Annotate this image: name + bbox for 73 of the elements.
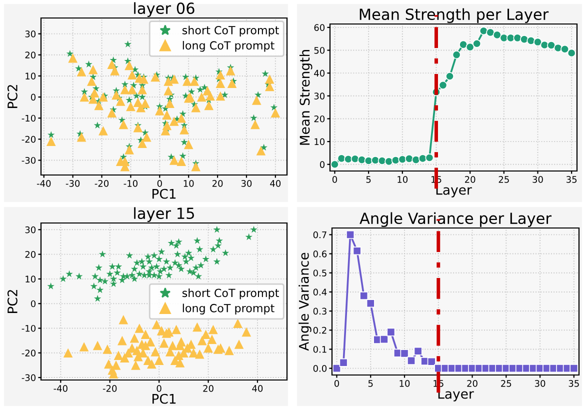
y-tick-label: 0	[320, 161, 325, 168]
x-axis-title: PC1	[152, 188, 176, 199]
y-tick-label: 20	[314, 115, 325, 122]
y-tick-label: 0	[30, 300, 36, 308]
x-tick-label: 0	[157, 180, 162, 187]
y-tick-label: -20	[22, 350, 36, 356]
x-tick-label: -20	[102, 385, 117, 392]
x-tick-label: -40	[54, 385, 68, 392]
y-tick-label: 10	[26, 72, 36, 80]
x-tick-label: -10	[124, 180, 138, 187]
y-tick-label: 0.7	[313, 231, 326, 238]
x-tick-label: 40	[252, 385, 263, 392]
x-tick-label: 0	[334, 380, 340, 387]
x-tick-label: 5	[366, 176, 371, 183]
y-tick-label: 10	[26, 276, 36, 283]
y-tick-label: 60	[314, 24, 325, 31]
chart-title: Mean Strength per Layer	[360, 8, 549, 24]
x-tick-label: 25	[501, 380, 512, 387]
legend-label: short CoT prompt	[182, 288, 279, 300]
x-tick-label: 20	[203, 385, 214, 392]
x-tick-label: 30	[534, 380, 546, 387]
legend-label: long CoT prompt	[182, 40, 274, 52]
y-tick-label: -30	[22, 374, 36, 382]
x-tick-label: 0	[332, 176, 338, 183]
y-tick-label: 30	[25, 30, 36, 38]
x-tick-label: -40	[36, 180, 51, 187]
y-tick-label: -20	[22, 136, 36, 143]
y-axis-title: Angle Variance	[298, 252, 312, 351]
y-tick-label: 0.0	[313, 365, 327, 372]
y-tick-label: 0.6	[313, 250, 327, 258]
x-tick-label: 10	[398, 176, 408, 183]
x-tick-label: 35	[566, 176, 577, 183]
y-tick-label: 0.4	[313, 288, 327, 296]
y-tick-label: 50	[314, 46, 325, 54]
chart-title: Angle Variance per Layer	[360, 212, 552, 228]
y-tick-label: 30	[25, 226, 36, 234]
y-tick-label: 20	[25, 251, 36, 258]
y-tick-label: 0.1	[313, 346, 326, 353]
x-tick-label: 10	[400, 380, 410, 387]
chart-title: layer 15	[134, 207, 194, 222]
x-tick-label: 5	[368, 380, 373, 387]
y-tick-label: 30	[314, 92, 325, 100]
x-tick-label: -20	[94, 180, 109, 187]
y-tick-label: 40	[314, 70, 325, 77]
y-tick-label: 0.2	[313, 326, 326, 334]
y-axis-title: PC2	[7, 290, 18, 313]
y-tick-label: -30	[22, 156, 36, 164]
y-tick-label: -10	[22, 324, 36, 332]
x-axis-title: PC1	[152, 394, 176, 404]
y-tick-label: 20	[25, 52, 36, 58]
y-tick-label: 0.5	[313, 270, 326, 276]
x-axis-title: Layer	[436, 185, 472, 198]
y-tick-label: -10	[22, 114, 36, 122]
x-axis-title: Layer	[438, 389, 474, 402]
x-tick-label: 20	[467, 380, 478, 387]
y-tick-label: 0	[30, 94, 36, 101]
x-tick-label: 30	[532, 176, 543, 183]
legend-label: long CoT prompt	[182, 304, 274, 314]
x-tick-label: 35	[568, 380, 579, 387]
y-tick-label: 10	[314, 138, 325, 146]
chart-title: layer 06	[134, 2, 194, 18]
x-tick-label: 25	[498, 176, 509, 183]
x-tick-label: 0	[156, 385, 162, 392]
legend-label: short CoT prompt	[182, 26, 279, 37]
x-tick-label: 20	[212, 180, 223, 187]
y-tick-label: 0.3	[313, 308, 326, 315]
x-tick-label: 40	[270, 180, 281, 187]
x-tick-label: 30	[241, 180, 252, 187]
x-tick-label: 10	[184, 180, 194, 187]
x-tick-label: -30	[66, 180, 80, 187]
y-axis-title: PC2	[7, 85, 18, 108]
x-tick-label: 20	[464, 176, 476, 183]
y-axis-title: Mean Strength	[299, 50, 312, 145]
